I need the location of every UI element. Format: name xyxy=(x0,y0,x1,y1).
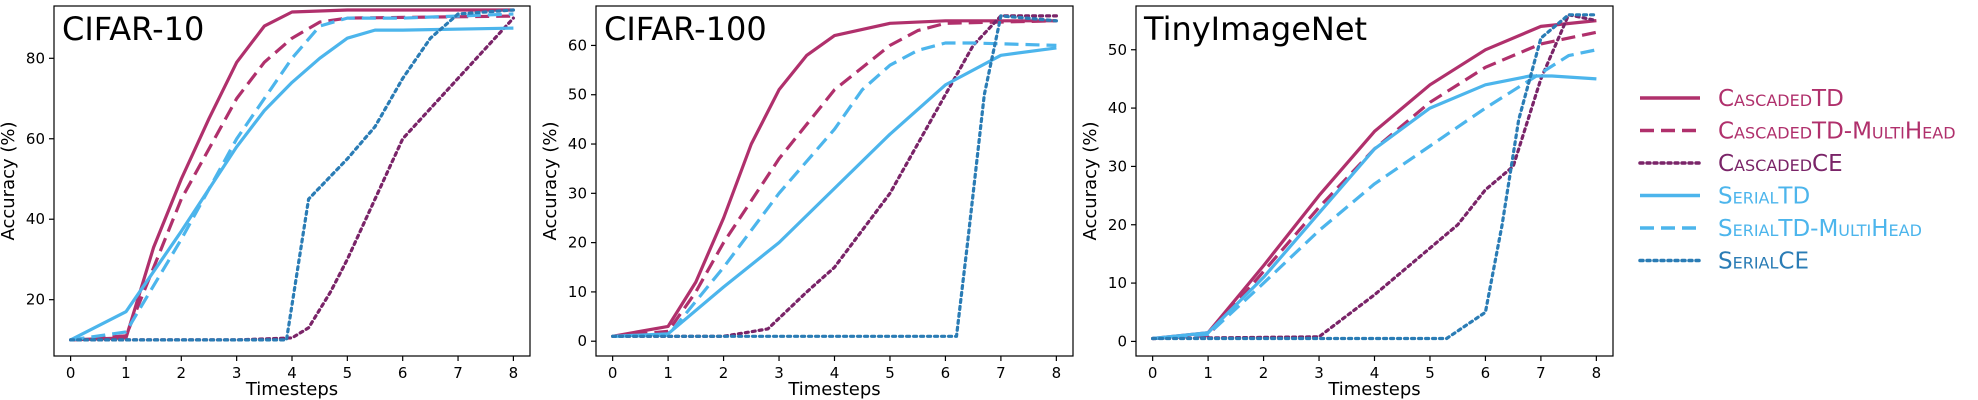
y-tick-label: 40 xyxy=(26,210,45,228)
x-tick-label: 8 xyxy=(1052,364,1062,382)
x-tick-label: 3 xyxy=(232,364,242,382)
x-tick-label: 2 xyxy=(177,364,187,382)
x-tick-label: 7 xyxy=(453,364,463,382)
y-tick-label: 40 xyxy=(1108,99,1127,117)
y-tick-label: 40 xyxy=(568,135,587,153)
y-tick-label: 50 xyxy=(568,86,587,104)
series-line-serial_td_multihead xyxy=(70,12,514,342)
legend-item-cascaded_td: CascadedTD xyxy=(1640,86,1844,112)
y-tick-label: 0 xyxy=(577,332,587,350)
legend-label: SerialCE xyxy=(1718,249,1809,275)
x-tick-label: 5 xyxy=(343,364,353,382)
y-tick-label: 10 xyxy=(568,283,587,301)
x-tick-label: 0 xyxy=(608,364,618,382)
x-tick-label: 6 xyxy=(398,364,408,382)
y-tick-label: 60 xyxy=(26,130,45,148)
x-tick-label: 8 xyxy=(509,364,519,382)
series-line-serial_ce xyxy=(1151,13,1598,341)
series-line-serial_td xyxy=(1152,74,1597,341)
series-line-cascaded_td xyxy=(70,8,514,342)
chart-panel: 0 1 2 3 4 5 6 7 8 0 10 20 30 40 50 60 Timesteps Accuracy … xyxy=(540,5,1074,400)
series-lines xyxy=(611,14,1058,338)
y-axis-label: Accuracy (%) xyxy=(540,121,561,240)
y-tick-label: 20 xyxy=(1108,216,1127,234)
x-tick-label: 4 xyxy=(287,364,297,382)
y-tick-label: 60 xyxy=(568,36,587,54)
y-tick-label: 80 xyxy=(26,49,45,67)
legend: CascadedTD CascadedTD-MultiHead CascadedCE… xyxy=(1638,86,1956,275)
series-line-cascaded_td xyxy=(612,19,1057,338)
series-line-serial_td xyxy=(69,26,514,342)
x-tick-label: 1 xyxy=(121,364,131,382)
x-tick-label: 1 xyxy=(663,364,673,382)
series-line-cascaded_td xyxy=(1152,19,1597,341)
panel-title: CIFAR-10 xyxy=(62,10,204,48)
legend-item-cascaded_ce: CascadedCE xyxy=(1638,151,1843,177)
x-tick-label: 7 xyxy=(1536,364,1546,382)
x-tick-label: 0 xyxy=(1148,364,1158,382)
y-tick-label: 20 xyxy=(26,291,45,309)
x-tick-label: 6 xyxy=(941,364,951,382)
legend-item-serial_td: SerialTD xyxy=(1640,184,1810,210)
series-line-cascaded_ce xyxy=(611,14,1058,338)
x-tick-label: 2 xyxy=(1259,364,1269,382)
legend-item-cascaded_td_multihead: CascadedTD-MultiHead xyxy=(1640,119,1956,145)
x-axis-label: Timesteps xyxy=(245,379,338,400)
x-axis-label: Timesteps xyxy=(1327,379,1420,400)
series-line-cascaded_ce xyxy=(1151,13,1598,341)
series-line-cascaded_ce xyxy=(69,16,515,342)
plot-frame xyxy=(1135,5,1614,357)
y-tick-label: 30 xyxy=(1108,157,1127,175)
x-tick-label: 0 xyxy=(66,364,76,382)
legend-label: CascadedTD xyxy=(1718,86,1844,112)
x-tick-label: 7 xyxy=(996,364,1006,382)
series-line-cascaded_td_multihead xyxy=(70,14,514,342)
panel-title: TinyImageNet xyxy=(1143,10,1367,48)
panel-title: CIFAR-100 xyxy=(604,10,767,48)
x-tick-label: 3 xyxy=(774,364,784,382)
x-tick-label: 2 xyxy=(719,364,729,382)
y-tick-label: 20 xyxy=(568,234,587,252)
legend-label: CascadedCE xyxy=(1718,151,1843,177)
x-tick-label: 4 xyxy=(830,364,840,382)
x-tick-label: 5 xyxy=(1425,364,1435,382)
chart-panel: 0 1 2 3 4 5 6 7 8 0 10 20 30 40 50 Timesteps Accuracy (%… xyxy=(1080,5,1614,400)
x-axis-label: Timesteps xyxy=(787,379,880,400)
y-axis-label: Accuracy (%) xyxy=(0,121,19,240)
chart-panel: 0 1 2 3 4 5 6 7 8 20 40 60 80 Timesteps Accuracy (%) CI… xyxy=(0,5,531,400)
series-line-serial_td_multihead xyxy=(612,41,1057,338)
y-tick-label: 10 xyxy=(1108,274,1127,292)
x-tick-label: 6 xyxy=(1481,364,1491,382)
legend-label: CascadedTD-MultiHead xyxy=(1718,119,1956,145)
series-line-cascaded_td_multihead xyxy=(612,19,1057,338)
legend-label: SerialTD-MultiHead xyxy=(1718,216,1922,242)
y-tick-label: 0 xyxy=(1117,332,1127,350)
x-tick-label: 1 xyxy=(1203,364,1213,382)
series-lines xyxy=(69,8,515,342)
series-line-serial_ce xyxy=(611,14,1058,338)
series-line-serial_td_multihead xyxy=(1152,48,1597,341)
legend-item-serial_ce: SerialCE xyxy=(1638,249,1809,275)
series-line-serial_ce xyxy=(69,8,515,342)
legend-label: SerialTD xyxy=(1718,184,1810,210)
x-tick-label: 4 xyxy=(1370,364,1380,382)
x-tick-label: 8 xyxy=(1592,364,1602,382)
y-tick-label: 30 xyxy=(568,184,587,202)
x-tick-label: 3 xyxy=(1314,364,1324,382)
legend-item-serial_td_multihead: SerialTD-MultiHead xyxy=(1640,216,1922,242)
plot-frame xyxy=(595,5,1074,357)
series-line-serial_td xyxy=(612,46,1057,338)
y-tick-label: 50 xyxy=(1108,41,1127,59)
series-lines xyxy=(1151,13,1598,341)
x-tick-label: 5 xyxy=(885,364,895,382)
y-axis-label: Accuracy (%) xyxy=(1080,121,1101,240)
